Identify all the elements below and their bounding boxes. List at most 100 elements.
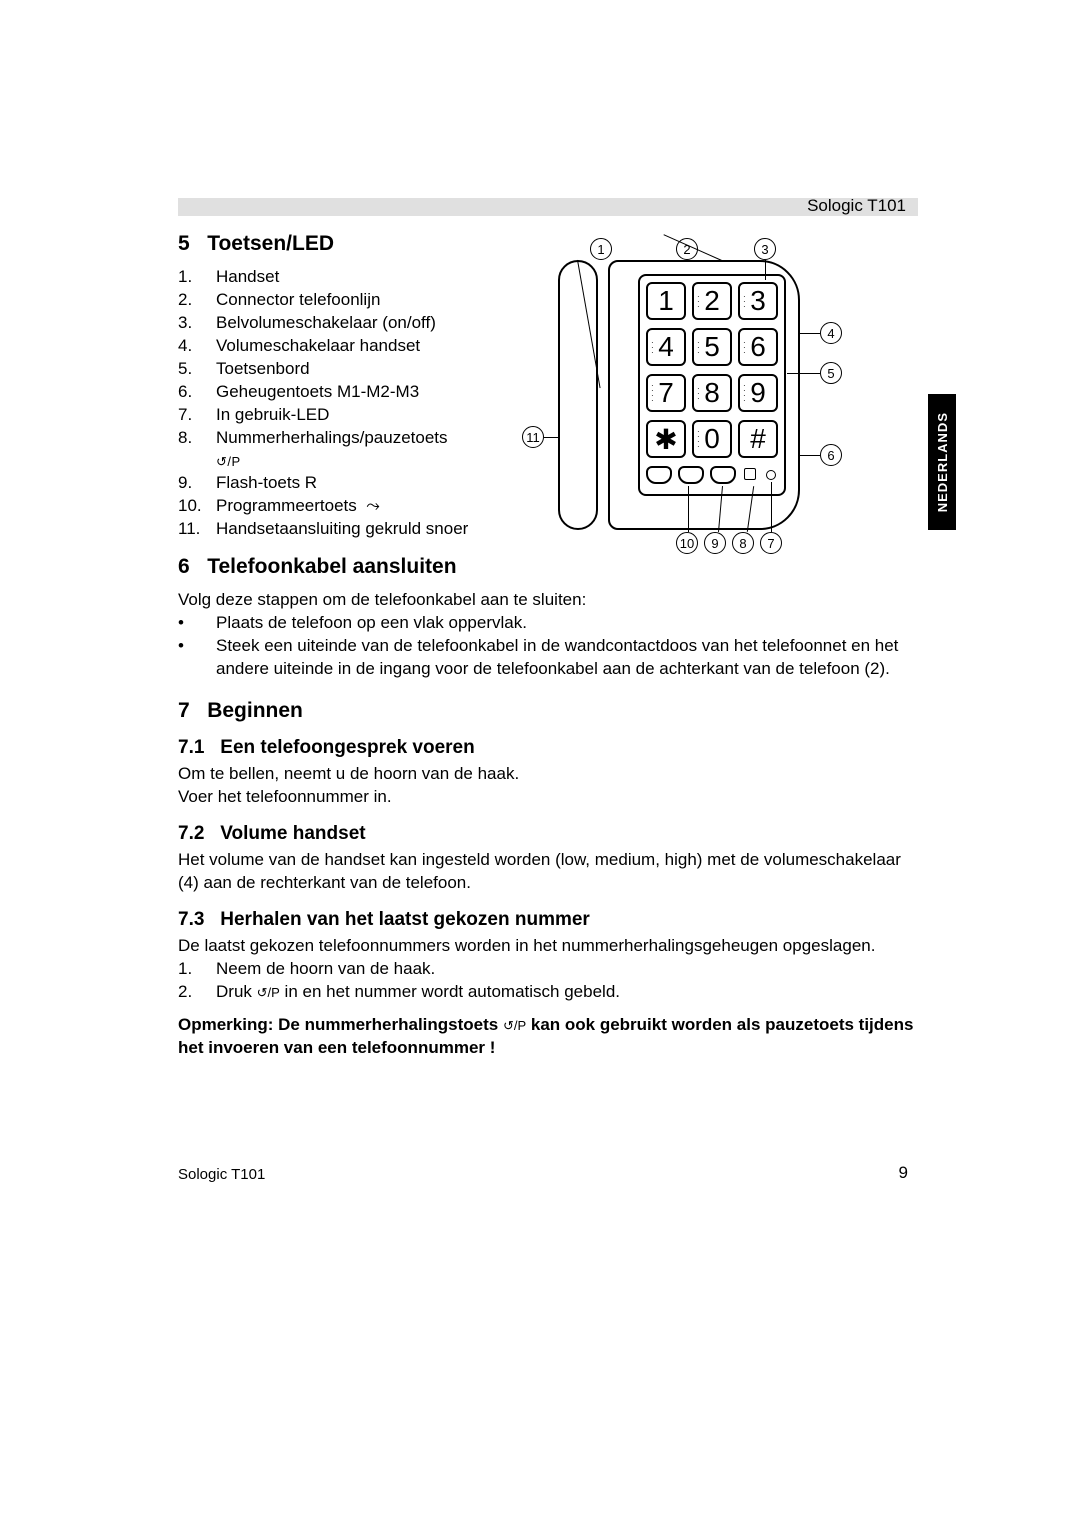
list-item: 6.Geheugentoets M1-M2-M3 [178, 381, 533, 404]
key-9: ····9 [738, 374, 778, 412]
section-7-heading: 7 Beginnen [178, 699, 918, 723]
list-item: 2.Druk ↺/P in en het nummer wordt automa… [178, 981, 918, 1004]
list-item: 1.Handset [178, 266, 533, 289]
list-item-label: In gebruik-LED [216, 404, 329, 427]
list-item: 11.Handsetaansluiting gekruld snoer [178, 518, 533, 541]
list-item: 8.Nummerherhalings/pauzetoets↺/P [178, 427, 533, 473]
section-title: Beginnen [207, 699, 303, 722]
list-item: 7.In gebruik-LED [178, 404, 533, 427]
func-btn-m2 [678, 466, 704, 484]
section-7-3-steps: 1.Neem de hoorn van de haak. 2.Druk ↺/P … [178, 958, 918, 1004]
key-hash: # [738, 420, 778, 458]
lead-line [771, 482, 772, 532]
language-tab: NEDERLANDS [928, 394, 956, 530]
list-item-label: Steek een uiteinde van de telefoonkabel … [216, 635, 918, 681]
list-item-label: Flash-toets R [216, 472, 317, 495]
section-7-3-heading: 7.3 Herhalen van het laatst gekozen numm… [178, 909, 918, 931]
flash-btn [744, 468, 756, 480]
note: Opmerking: De nummerherhalingstoets ↺/P … [178, 1014, 918, 1060]
parts-list: 1.Handset 2.Connector telefoonlijn 3.Bel… [178, 266, 533, 541]
key-8: ···8 [692, 374, 732, 412]
redial-icon: ↺/P [503, 1018, 526, 1033]
section-5-heading: 5 Toetsen/LED [178, 232, 533, 256]
section-num: 7.2 [178, 823, 204, 844]
language-tab-label: NEDERLANDS [935, 412, 950, 512]
key-2: ···2 [692, 282, 732, 320]
footer-page-number: 9 [899, 1163, 908, 1183]
section-num: 6 [178, 555, 190, 578]
list-item: 1.Neem de hoorn van de haak. [178, 958, 918, 981]
section-title: Toetsen/LED [207, 232, 334, 255]
list-item-label: Geheugentoets M1-M2-M3 [216, 381, 419, 404]
lead-line [800, 333, 820, 334]
section-7-1-heading: 7.1 Een telefoongesprek voeren [178, 737, 918, 759]
section-num: 7.3 [178, 909, 204, 930]
section-6-bullets: •Plaats de telefoon op een vlak oppervla… [178, 612, 918, 681]
manual-page: Sologic T101 NEDERLANDS 5 Toetsen/LED 1.… [0, 0, 1080, 1527]
key-7: ····7 [646, 374, 686, 412]
section-6-intro: Volg deze stappen om de telefoonkabel aa… [178, 589, 918, 612]
list-item: •Steek een uiteinde van de telefoonkabel… [178, 635, 918, 681]
redial-icon: ↺/P [216, 454, 241, 469]
lead-line [688, 486, 689, 532]
callout-9: 9 [704, 532, 726, 554]
list-item-label: Druk ↺/P in en het nummer wordt automati… [216, 981, 620, 1004]
lead-line [664, 234, 725, 262]
section-title: Volume handset [220, 823, 365, 844]
section-7-2-text: Het volume van de handset kan ingesteld … [178, 849, 918, 895]
key-4: ···4 [646, 328, 686, 366]
callout-1: 1 [590, 238, 612, 260]
section-title: Een telefoongesprek voeren [220, 737, 474, 758]
key-star: ✱ [646, 420, 686, 458]
list-item-label: Neem de hoorn van de haak. [216, 958, 435, 981]
program-icon: ⤳ [366, 496, 380, 515]
section-num: 7 [178, 699, 190, 722]
list-item: 4.Volumeschakelaar handset [178, 335, 533, 358]
list-item: 10.Programmeertoets ⤳ [178, 495, 533, 518]
lead-line [787, 373, 820, 374]
list-item-label: Plaats de telefoon op een vlak oppervlak… [216, 612, 527, 635]
list-item-label: Nummerherhalings/pauzetoets [216, 428, 448, 447]
key-3: ···3 [738, 282, 778, 320]
list-item-label: Programmeertoets [216, 496, 357, 515]
redial-icon: ↺/P [257, 985, 280, 1000]
section-7-1-line: Om te bellen, neemt u de hoorn van de ha… [178, 763, 918, 786]
section-7-1-line: Voer het telefoonnummer in. [178, 786, 918, 809]
list-item-label: Connector telefoonlijn [216, 289, 380, 312]
list-item: 9.Flash-toets R [178, 472, 533, 495]
section-num: 5 [178, 232, 190, 255]
list-item-label: Toetsenbord [216, 358, 310, 381]
section-num: 7.1 [178, 737, 204, 758]
phone-diagram: 1 ···2 ···3 ···4 ···5 ···6 ····7 ···8 ··… [510, 230, 910, 560]
list-item: •Plaats de telefoon op een vlak oppervla… [178, 612, 918, 635]
led-indicator [766, 470, 776, 480]
key-5: ···5 [692, 328, 732, 366]
section-7-2-heading: 7.2 Volume handset [178, 823, 918, 845]
list-item-label: Handsetaansluiting gekruld snoer [216, 518, 468, 541]
header-product: Sologic T101 [807, 196, 906, 216]
callout-11: 11 [522, 426, 544, 448]
key-1: 1 [646, 282, 686, 320]
section-7-3-intro: De laatst gekozen telefoonnummers worden… [178, 935, 918, 958]
callout-4: 4 [820, 322, 842, 344]
lead-line [544, 437, 558, 438]
callout-3: 3 [754, 238, 776, 260]
callout-7: 7 [760, 532, 782, 554]
func-btn-m1 [646, 466, 672, 484]
callout-8: 8 [732, 532, 754, 554]
list-item-label: Belvolumeschakelaar (on/off) [216, 312, 436, 335]
handset-outline [558, 260, 598, 530]
list-item-label: Volumeschakelaar handset [216, 335, 420, 358]
list-item: 3.Belvolumeschakelaar (on/off) [178, 312, 533, 335]
lead-line [765, 260, 766, 280]
func-btn-m3 [710, 466, 736, 484]
section-title: Herhalen van het laatst gekozen nummer [220, 909, 590, 930]
key-0: ····0 [692, 420, 732, 458]
list-item: 2.Connector telefoonlijn [178, 289, 533, 312]
callout-5: 5 [820, 362, 842, 384]
list-item-label: Handset [216, 266, 279, 289]
key-6: ···6 [738, 328, 778, 366]
footer-product: Sologic T101 [178, 1166, 265, 1183]
list-item: 5.Toetsenbord [178, 358, 533, 381]
section-title: Telefoonkabel aansluiten [207, 555, 456, 578]
